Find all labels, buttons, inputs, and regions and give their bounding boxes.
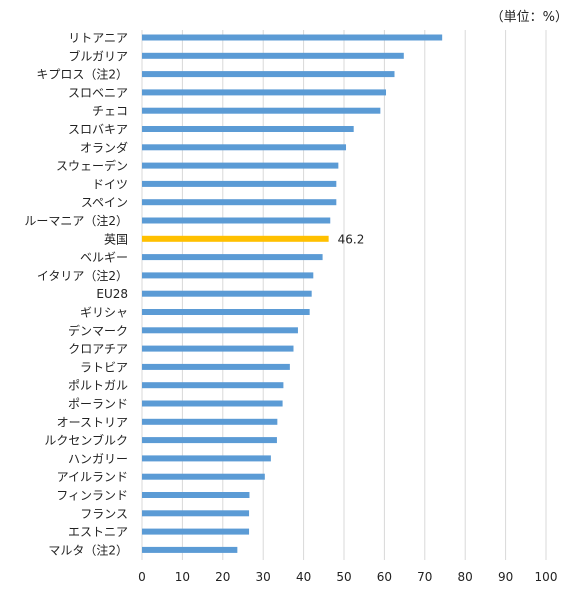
bars — [142, 34, 443, 553]
x-tick-label: 30 — [256, 570, 271, 584]
bar — [142, 510, 250, 517]
bar — [142, 418, 278, 425]
bar — [142, 89, 387, 96]
bar — [142, 34, 443, 41]
category-label: スロバキア — [68, 123, 128, 137]
bar — [142, 52, 404, 59]
bar — [142, 254, 323, 261]
data-labels: 46.2 — [338, 232, 365, 246]
category-label: エストニア — [68, 525, 128, 539]
category-label: マルタ（注2） — [48, 542, 128, 557]
x-tick-label: 60 — [377, 570, 392, 584]
category-label: クロアチア — [68, 342, 128, 356]
x-tick-label: 50 — [336, 570, 351, 584]
bar — [142, 345, 294, 352]
bar — [142, 180, 337, 187]
x-tick-label: 40 — [296, 570, 311, 584]
x-tick-label: 10 — [175, 570, 190, 584]
bar — [142, 437, 277, 444]
bar — [142, 290, 312, 297]
x-tick-label: 20 — [215, 570, 230, 584]
category-label: ルクセンブルク — [44, 433, 128, 448]
bar-highlight — [142, 235, 329, 242]
category-label: スウェーデン — [56, 158, 128, 173]
bar — [142, 363, 290, 370]
category-label: ベルギー — [80, 251, 128, 265]
category-label: デンマーク — [68, 323, 128, 338]
category-label: スロベニア — [68, 86, 128, 100]
bar — [142, 71, 395, 78]
bar — [142, 327, 298, 334]
category-label: 英国 — [104, 232, 128, 246]
bar — [142, 272, 314, 279]
category-label: ギリシャ — [80, 306, 128, 320]
bar — [142, 382, 284, 389]
bar — [142, 400, 283, 407]
bar — [142, 126, 354, 132]
category-label: フランス — [80, 507, 128, 521]
data-label: 46.2 — [338, 232, 365, 246]
bar — [142, 492, 250, 498]
bar — [142, 309, 310, 315]
x-tick-label: 90 — [498, 570, 513, 584]
category-label: ハンガリー — [68, 452, 128, 466]
bar — [142, 217, 331, 224]
category-label: スペイン — [81, 196, 128, 210]
bar — [142, 473, 265, 480]
category-label: オーストリア — [57, 415, 128, 429]
x-tick-label: 100 — [535, 570, 558, 584]
category-label: ラトビア — [80, 360, 128, 374]
bar — [142, 199, 337, 206]
x-tick-label: 0 — [138, 570, 146, 584]
category-label: フィンランド — [56, 489, 128, 503]
bar — [142, 144, 347, 151]
x-tick-label: 80 — [458, 570, 473, 584]
category-label: オランダ — [80, 140, 128, 155]
category-label: ブルガリア — [68, 48, 128, 63]
bar — [142, 162, 339, 169]
category-label: ポルトガル — [68, 379, 128, 393]
category-label: イタリア（注2） — [37, 268, 128, 283]
category-label: リトアニア — [68, 31, 128, 45]
x-tick-label: 70 — [417, 570, 432, 584]
x-tick-labels: 0 10 20 30 40 50 60 70 80 90 100 — [138, 570, 557, 584]
category-label: アイルランド — [57, 470, 128, 484]
category-label: チェコ — [92, 104, 128, 118]
bar — [142, 546, 238, 553]
unit-label: （単位：%） — [490, 10, 568, 25]
category-label: ドイツ — [92, 177, 128, 191]
bar — [142, 107, 381, 114]
category-label: キプロス（注2） — [36, 67, 128, 82]
category-label: ポーランド — [68, 397, 128, 411]
bar — [142, 528, 250, 535]
category-label: EU28 — [96, 287, 128, 301]
bar — [142, 455, 271, 462]
category-label: ルーマニア（注2） — [24, 213, 128, 228]
